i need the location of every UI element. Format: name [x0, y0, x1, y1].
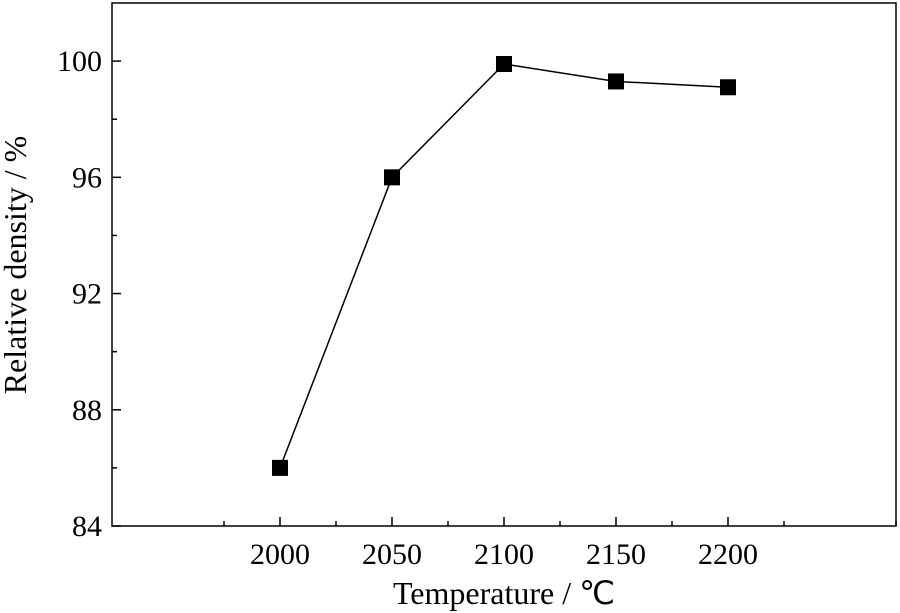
tick-labels: 2000 2050 2100 2150 2200 84 88 92 96 100	[57, 45, 758, 571]
x-axis-title: Temperature / ℃	[393, 575, 615, 611]
data-markers	[272, 56, 736, 476]
data-point	[720, 79, 736, 96]
data-point	[496, 56, 512, 73]
y-tick-label: 84	[72, 510, 102, 543]
y-tick-label: 88	[72, 394, 102, 427]
x-tick-label: 2150	[586, 538, 646, 571]
y-axis-title: Relative density / %	[0, 136, 33, 395]
data-point	[384, 169, 400, 186]
plot-frame	[111, 2, 897, 527]
axis-ticks	[112, 60, 897, 527]
x-tick-label: 2000	[250, 538, 310, 571]
x-tick-label: 2050	[362, 538, 422, 571]
y-tick-label: 96	[72, 161, 102, 194]
y-tick-label: 92	[72, 278, 102, 311]
x-tick-label: 2200	[698, 538, 758, 571]
y-tick-label: 100	[57, 45, 102, 78]
data-point	[272, 459, 288, 476]
series-line	[279, 63, 729, 469]
x-tick-label: 2100	[474, 538, 534, 571]
data-point	[608, 73, 624, 90]
